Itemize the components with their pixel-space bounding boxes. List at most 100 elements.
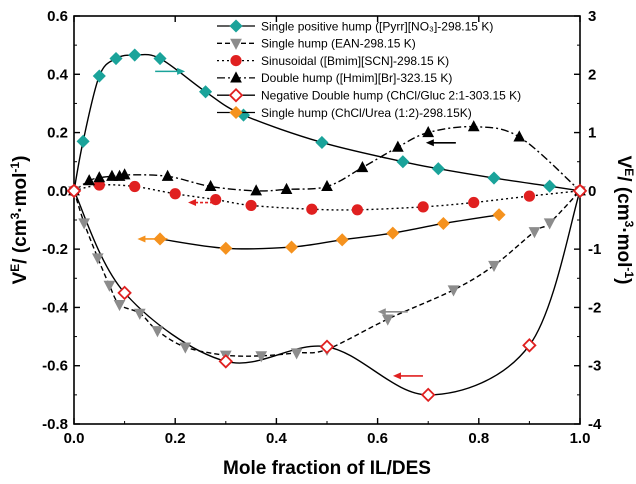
series-5-point xyxy=(153,232,167,246)
series-1-point xyxy=(381,314,394,326)
series-3-point xyxy=(356,160,369,173)
legend-marker-5 xyxy=(229,105,243,120)
y-left-axis-title: VE/ (cm3·mol-1) xyxy=(8,156,31,285)
y-left-tick-label: 0.4 xyxy=(47,66,69,83)
x-tick-label: 0.8 xyxy=(468,430,489,447)
x-tick-label: 0.6 xyxy=(367,430,388,447)
legend-label-0: Single positive hump ([Pyrr][NO₃]-298.15… xyxy=(261,19,493,33)
y-right-tick-label: 0 xyxy=(588,183,596,200)
series-3-point xyxy=(106,169,118,181)
annotation-arrowhead-3 xyxy=(137,235,146,243)
y-left-tick-label: -0.2 xyxy=(42,241,68,258)
y-left-tick-label: 0.0 xyxy=(47,183,68,200)
series-3-point xyxy=(161,169,174,181)
series-4-point xyxy=(420,387,436,403)
series-4-point xyxy=(66,183,82,199)
series-4-point xyxy=(572,183,588,199)
y-right-tick-label: -1 xyxy=(588,241,601,258)
series-3-point xyxy=(280,182,293,194)
series-0-point xyxy=(76,134,90,148)
x-tick-label: 0.0 xyxy=(64,430,85,447)
x-axis-title: Mole fraction of IL/DES xyxy=(223,458,431,479)
series-3-point xyxy=(83,174,96,186)
legend-marker-2 xyxy=(230,54,242,67)
annotation-arrowhead-4 xyxy=(377,308,386,316)
y-left-tick-label: 0.2 xyxy=(47,125,68,142)
legend-marker-4 xyxy=(228,87,244,103)
y-left-tick-label: -0.6 xyxy=(42,358,68,375)
series-0-point xyxy=(199,85,213,99)
series-1-point xyxy=(447,285,460,297)
series-1-point xyxy=(113,299,126,312)
y-right-tick-label: -2 xyxy=(588,299,601,316)
x-tick-label: 1.0 xyxy=(570,430,591,447)
y-right-tick-label: -3 xyxy=(588,358,601,375)
series-1-point xyxy=(91,253,104,265)
series-3-point xyxy=(250,184,263,196)
series-1-point xyxy=(179,342,192,354)
series-1-point xyxy=(78,218,90,230)
legend-label-2: Sinusoidal ([Bmim][SCN]-298.15 K) xyxy=(261,54,449,68)
annotation-arrowhead-0 xyxy=(177,67,186,75)
series-4-curve xyxy=(73,190,581,396)
series-2-point xyxy=(306,203,318,215)
legend-layer: Single positive hump ([Pyrr][NO₃]-298.15… xyxy=(217,19,521,120)
series-3-point xyxy=(93,171,106,183)
series-3-point xyxy=(118,168,131,180)
series-2-point xyxy=(245,199,257,212)
series-1-point xyxy=(290,348,303,360)
series-2-point xyxy=(169,188,181,200)
series-0-point xyxy=(431,162,445,176)
series-1-point xyxy=(103,280,116,292)
series-3-point xyxy=(513,130,526,142)
x-tick-label: 0.4 xyxy=(266,430,288,447)
series-5-point xyxy=(386,226,400,240)
y-left-tick-label: -0.8 xyxy=(42,416,68,433)
series-3-point xyxy=(422,125,435,138)
series-1-point xyxy=(488,260,500,273)
y-right-tick-label: 1 xyxy=(588,125,596,142)
series-3-point xyxy=(467,120,480,132)
y-right-tick-label: 3 xyxy=(588,8,596,25)
series-0-point xyxy=(153,52,167,66)
series-0-point xyxy=(487,171,501,185)
series-2-point xyxy=(468,196,480,209)
series-5-point xyxy=(285,240,299,254)
x-tick-label: 0.2 xyxy=(165,430,186,447)
series-2-point xyxy=(417,201,429,213)
y-right-axis-title: VE/ (cm3·mol-1) xyxy=(613,156,636,285)
series-5-point xyxy=(219,241,233,255)
series-4-point xyxy=(522,338,537,353)
annotation-arrowhead-1 xyxy=(425,139,434,147)
series-5-point xyxy=(335,233,349,247)
legend-label-4: Negative Double hump (ChCl/Gluc 2:1-303.… xyxy=(261,89,521,103)
annotation-arrowhead-5 xyxy=(392,372,401,380)
legend-label-3: Double hump ([Hmim][Br]-323.15 K) xyxy=(261,71,452,85)
series-1-point xyxy=(528,227,541,239)
series-5-point xyxy=(492,208,506,222)
series-2-point xyxy=(129,180,141,193)
y-right-tick-label: 2 xyxy=(588,66,596,83)
series-0-point xyxy=(109,52,123,66)
legend-label-1: Single hump (EAN-298.15 K) xyxy=(261,37,416,51)
series-2-point xyxy=(523,190,536,202)
series-1-point xyxy=(151,326,164,338)
series-0-point xyxy=(315,135,329,150)
legend-label-5: Single hump (ChCl/Urea (1:2)-298.15K) xyxy=(261,106,472,120)
series-5-curve xyxy=(159,214,500,250)
series-3-point xyxy=(204,179,217,192)
series-0-point xyxy=(396,155,410,169)
series-0-point xyxy=(128,48,142,62)
series-2-point xyxy=(210,194,222,206)
series-4-point xyxy=(218,354,234,369)
series-4-point xyxy=(319,339,335,355)
series-0-point xyxy=(92,69,106,83)
series-1-point xyxy=(133,308,146,320)
legend-marker-0 xyxy=(229,19,243,33)
y-right-tick-label: -4 xyxy=(588,416,602,433)
legend-marker-1 xyxy=(230,38,242,50)
series-2-point xyxy=(351,204,363,216)
legend-marker-3 xyxy=(230,71,242,83)
axes-layer: 0.0 0.2 0.4 0.6 0.8 1.0 -0.8 -0.6 -0.4 -0.2 0.0 0.2… xyxy=(8,8,636,479)
